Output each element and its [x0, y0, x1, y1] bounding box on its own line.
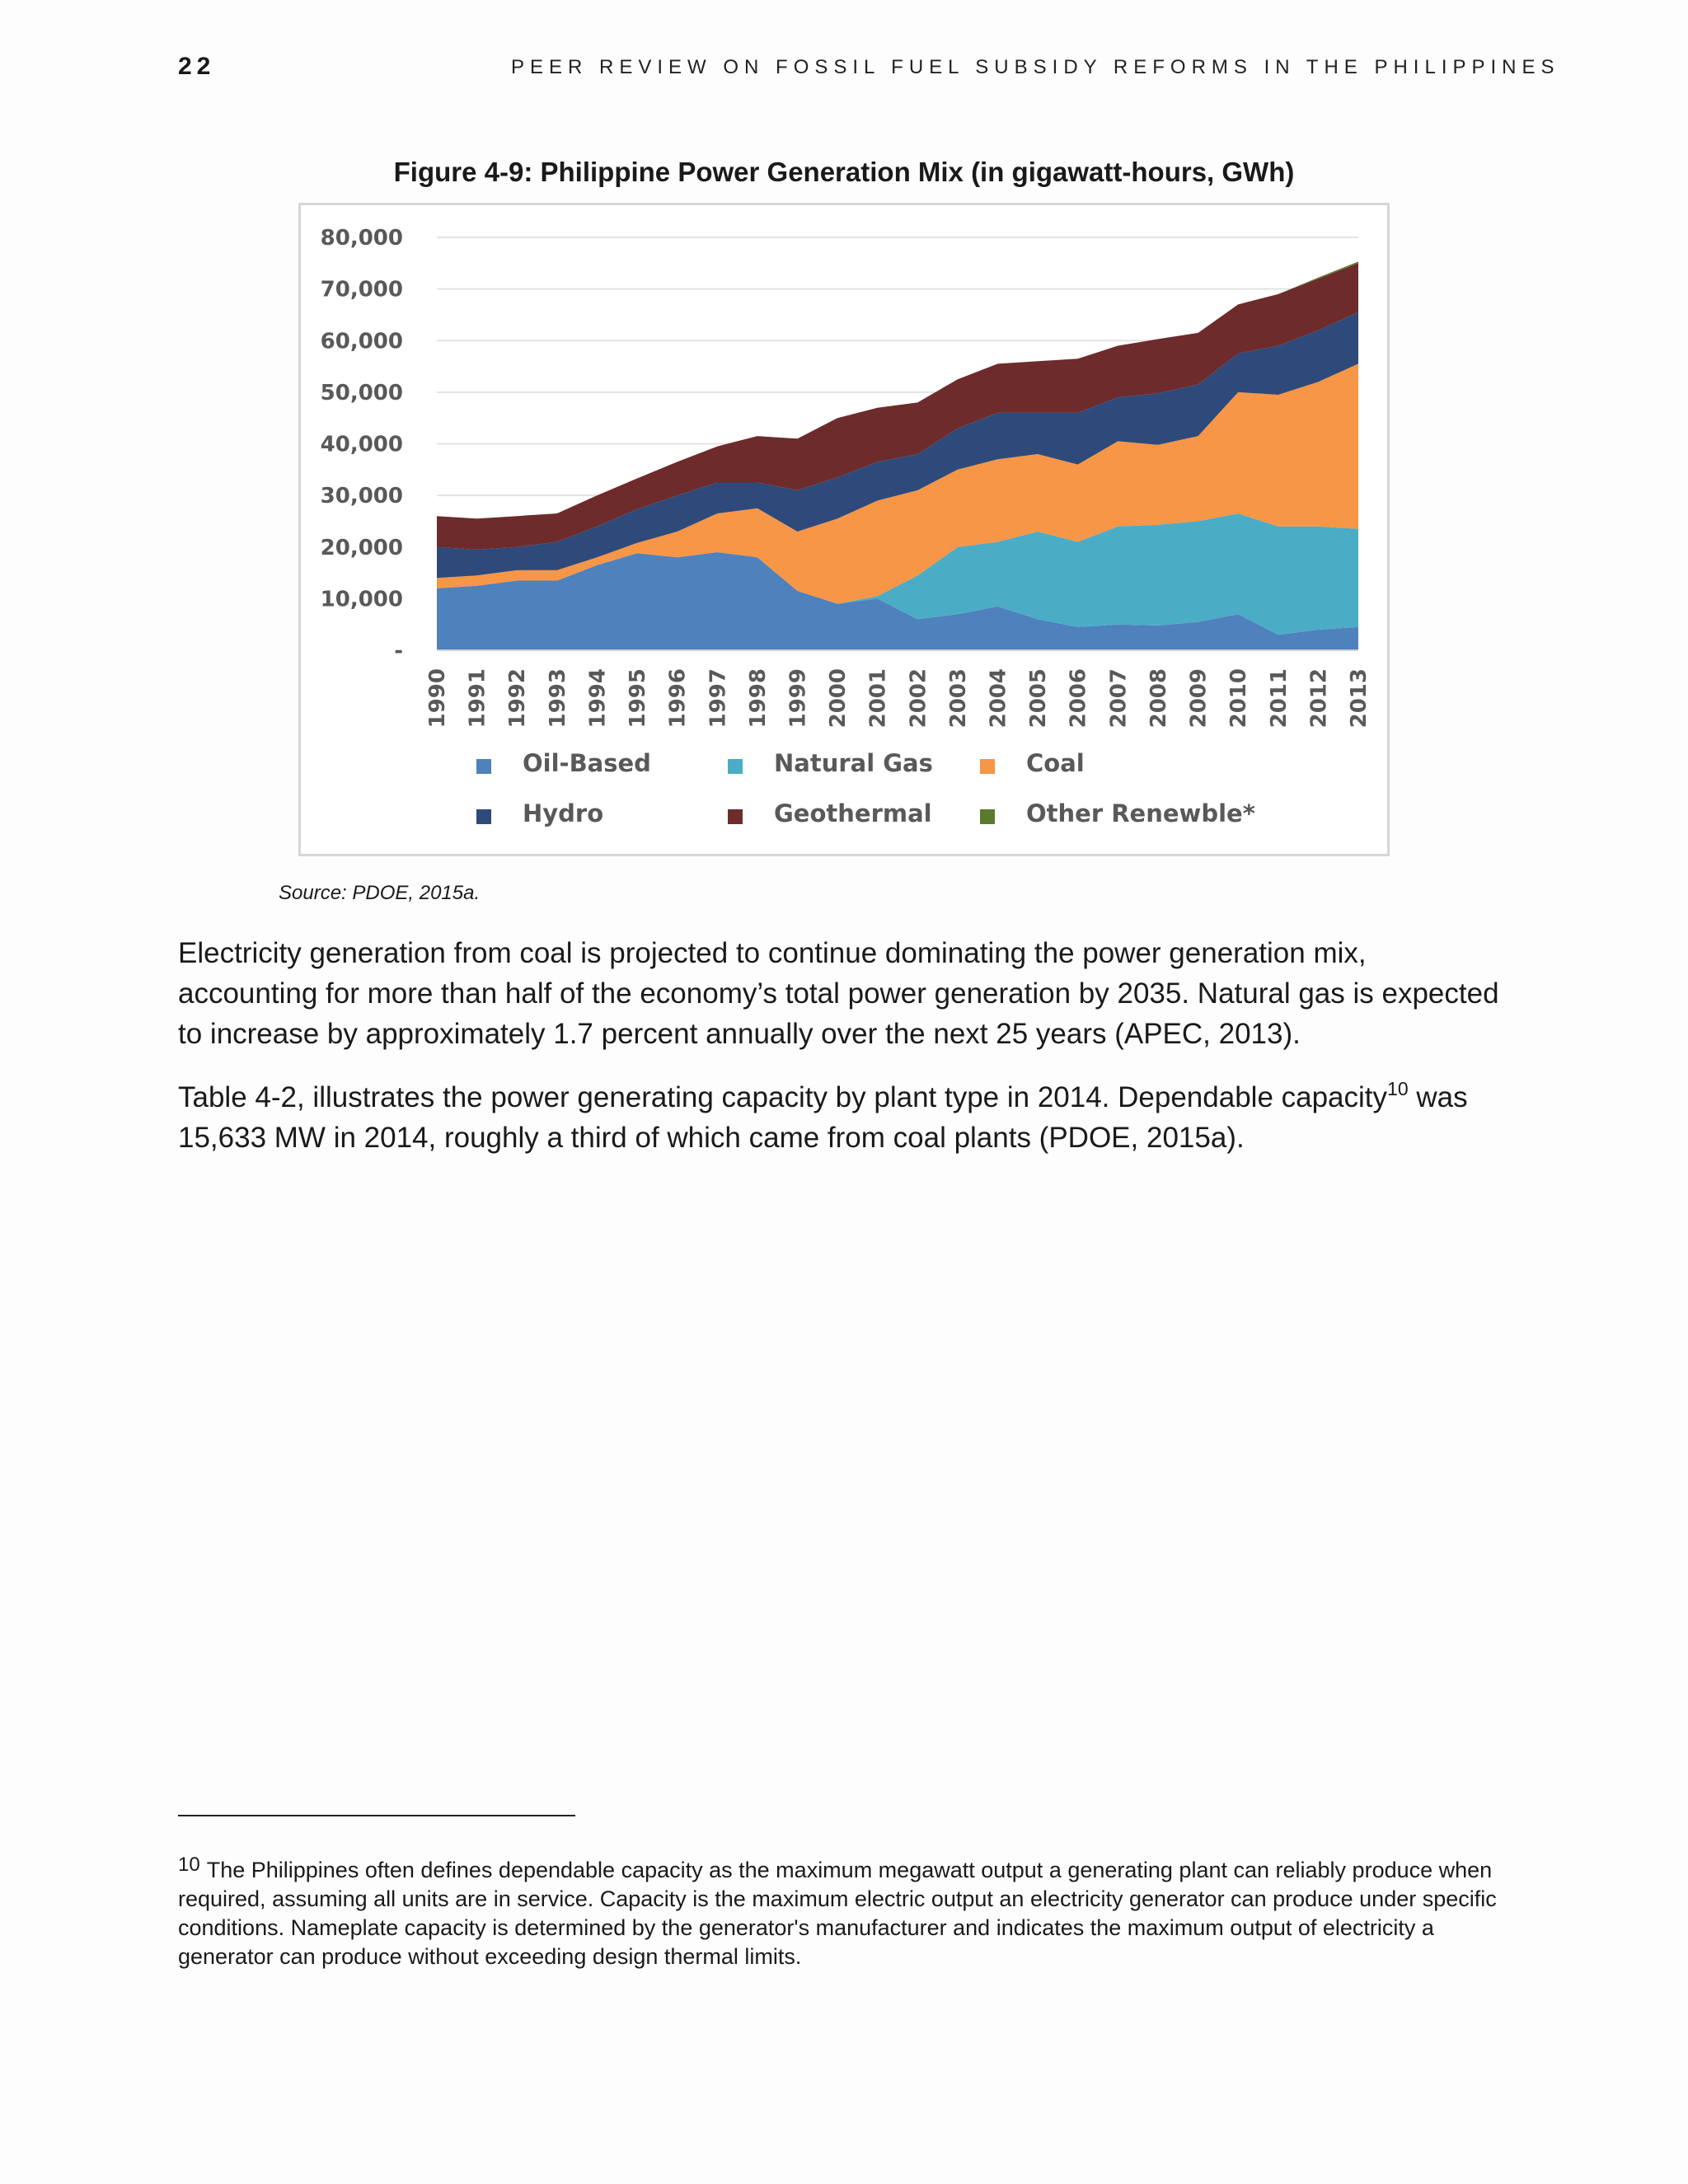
legend-swatch [980, 759, 995, 774]
x-tick-label: 1990 [425, 668, 450, 728]
legend-swatch [728, 759, 743, 774]
x-tick-label: 2001 [866, 668, 891, 728]
x-tick-label: 2000 [826, 668, 851, 728]
x-tick-label: 2007 [1106, 668, 1131, 728]
x-tick-label: 1999 [785, 668, 810, 728]
legend-swatch [980, 809, 995, 824]
y-tick-label: 60,000 [321, 329, 403, 354]
x-tick-label: 1992 [505, 668, 530, 728]
y-tick-label: 20,000 [321, 536, 403, 560]
legend-label: Oil-Based [523, 749, 651, 777]
legend-swatch [476, 759, 491, 774]
legend-label: Other Renewble* [1026, 799, 1255, 827]
chart-container: - 10,000 20,000 30,000 40,000 50,000 60,000 70,… [298, 203, 1390, 856]
x-tick-label: 1997 [706, 668, 730, 728]
legend-swatch [476, 809, 491, 824]
y-tick-label: 70,000 [321, 278, 403, 302]
legend-label: Hydro [523, 799, 604, 827]
body-paragraph-2: Table 4-2, illustrates the power generat… [178, 1077, 1513, 1158]
x-tick-label: 1991 [466, 668, 490, 728]
x-tick-label: 1993 [546, 668, 570, 728]
paragraph-2-text: Table 4-2, illustrates the power generat… [178, 1081, 1388, 1113]
y-tick-label: 10,000 [321, 587, 403, 612]
x-tick-label: 1995 [626, 668, 650, 728]
x-tick-label: 1998 [746, 668, 771, 728]
x-tick-label: 2006 [1067, 668, 1091, 728]
x-tick-label: 2010 [1226, 668, 1251, 728]
footnote-reference[interactable]: 10 [1387, 1078, 1409, 1099]
legend-label: Coal [1026, 749, 1085, 777]
area-chart: - 10,000 20,000 30,000 40,000 50,000 60,000 70,… [321, 226, 1372, 728]
footnote-mark: 10 [178, 1854, 200, 1876]
y-tick-label: 40,000 [321, 433, 403, 457]
series-area-coal [437, 363, 1358, 604]
x-tick-label: 1994 [585, 668, 610, 728]
x-tick-label: 2008 [1146, 668, 1171, 728]
series-area-oil-based [437, 552, 1358, 650]
page-number: 22 [178, 53, 216, 80]
legend-label: Geothermal [774, 799, 932, 827]
x-tick-label: 1996 [666, 668, 691, 728]
x-tick-label: 2012 [1306, 668, 1331, 728]
series-area-geothermal [437, 263, 1358, 550]
figure-source: Source: PDOE, 2015a. [279, 882, 481, 904]
x-tick-label: 2011 [1267, 668, 1292, 728]
page-header: 22 PEER REVIEW ON FOSSIL FUEL SUBSIDY RE… [0, 53, 1688, 86]
footnote-divider [178, 1815, 575, 1816]
running-title: PEER REVIEW ON FOSSIL FUEL SUBSIDY REFOR… [511, 56, 1560, 78]
y-tick-label: 50,000 [321, 381, 403, 405]
x-tick-label: 2009 [1187, 668, 1212, 728]
x-tick-label: 2005 [1026, 668, 1051, 728]
x-tick-label: 2002 [906, 668, 931, 728]
body-paragraph-1: Electricity generation from coal is proj… [178, 937, 1499, 1050]
x-tick-label: 2004 [987, 668, 1011, 728]
legend-label: Natural Gas [774, 749, 933, 777]
y-tick-label: - [394, 639, 403, 663]
y-tick-label: 30,000 [321, 484, 403, 509]
series-area-hydro [437, 312, 1358, 579]
footnote: 10 The Philippines often defines dependab… [178, 1854, 1513, 1971]
y-tick-label: 80,000 [321, 226, 403, 251]
series-area-natural-gas [437, 513, 1358, 635]
x-tick-label: 2013 [1347, 668, 1372, 728]
figure-title: Figure 4-9: Philippine Power Generation … [393, 157, 1295, 187]
x-tick-label: 2003 [946, 668, 971, 728]
legend-swatch [728, 809, 743, 824]
paragraph-2-text-end: was 15,633 MW in 2014, roughly a third o… [178, 1081, 1468, 1154]
footnote-text: The Philippines often defines dependable… [178, 1858, 1497, 1969]
